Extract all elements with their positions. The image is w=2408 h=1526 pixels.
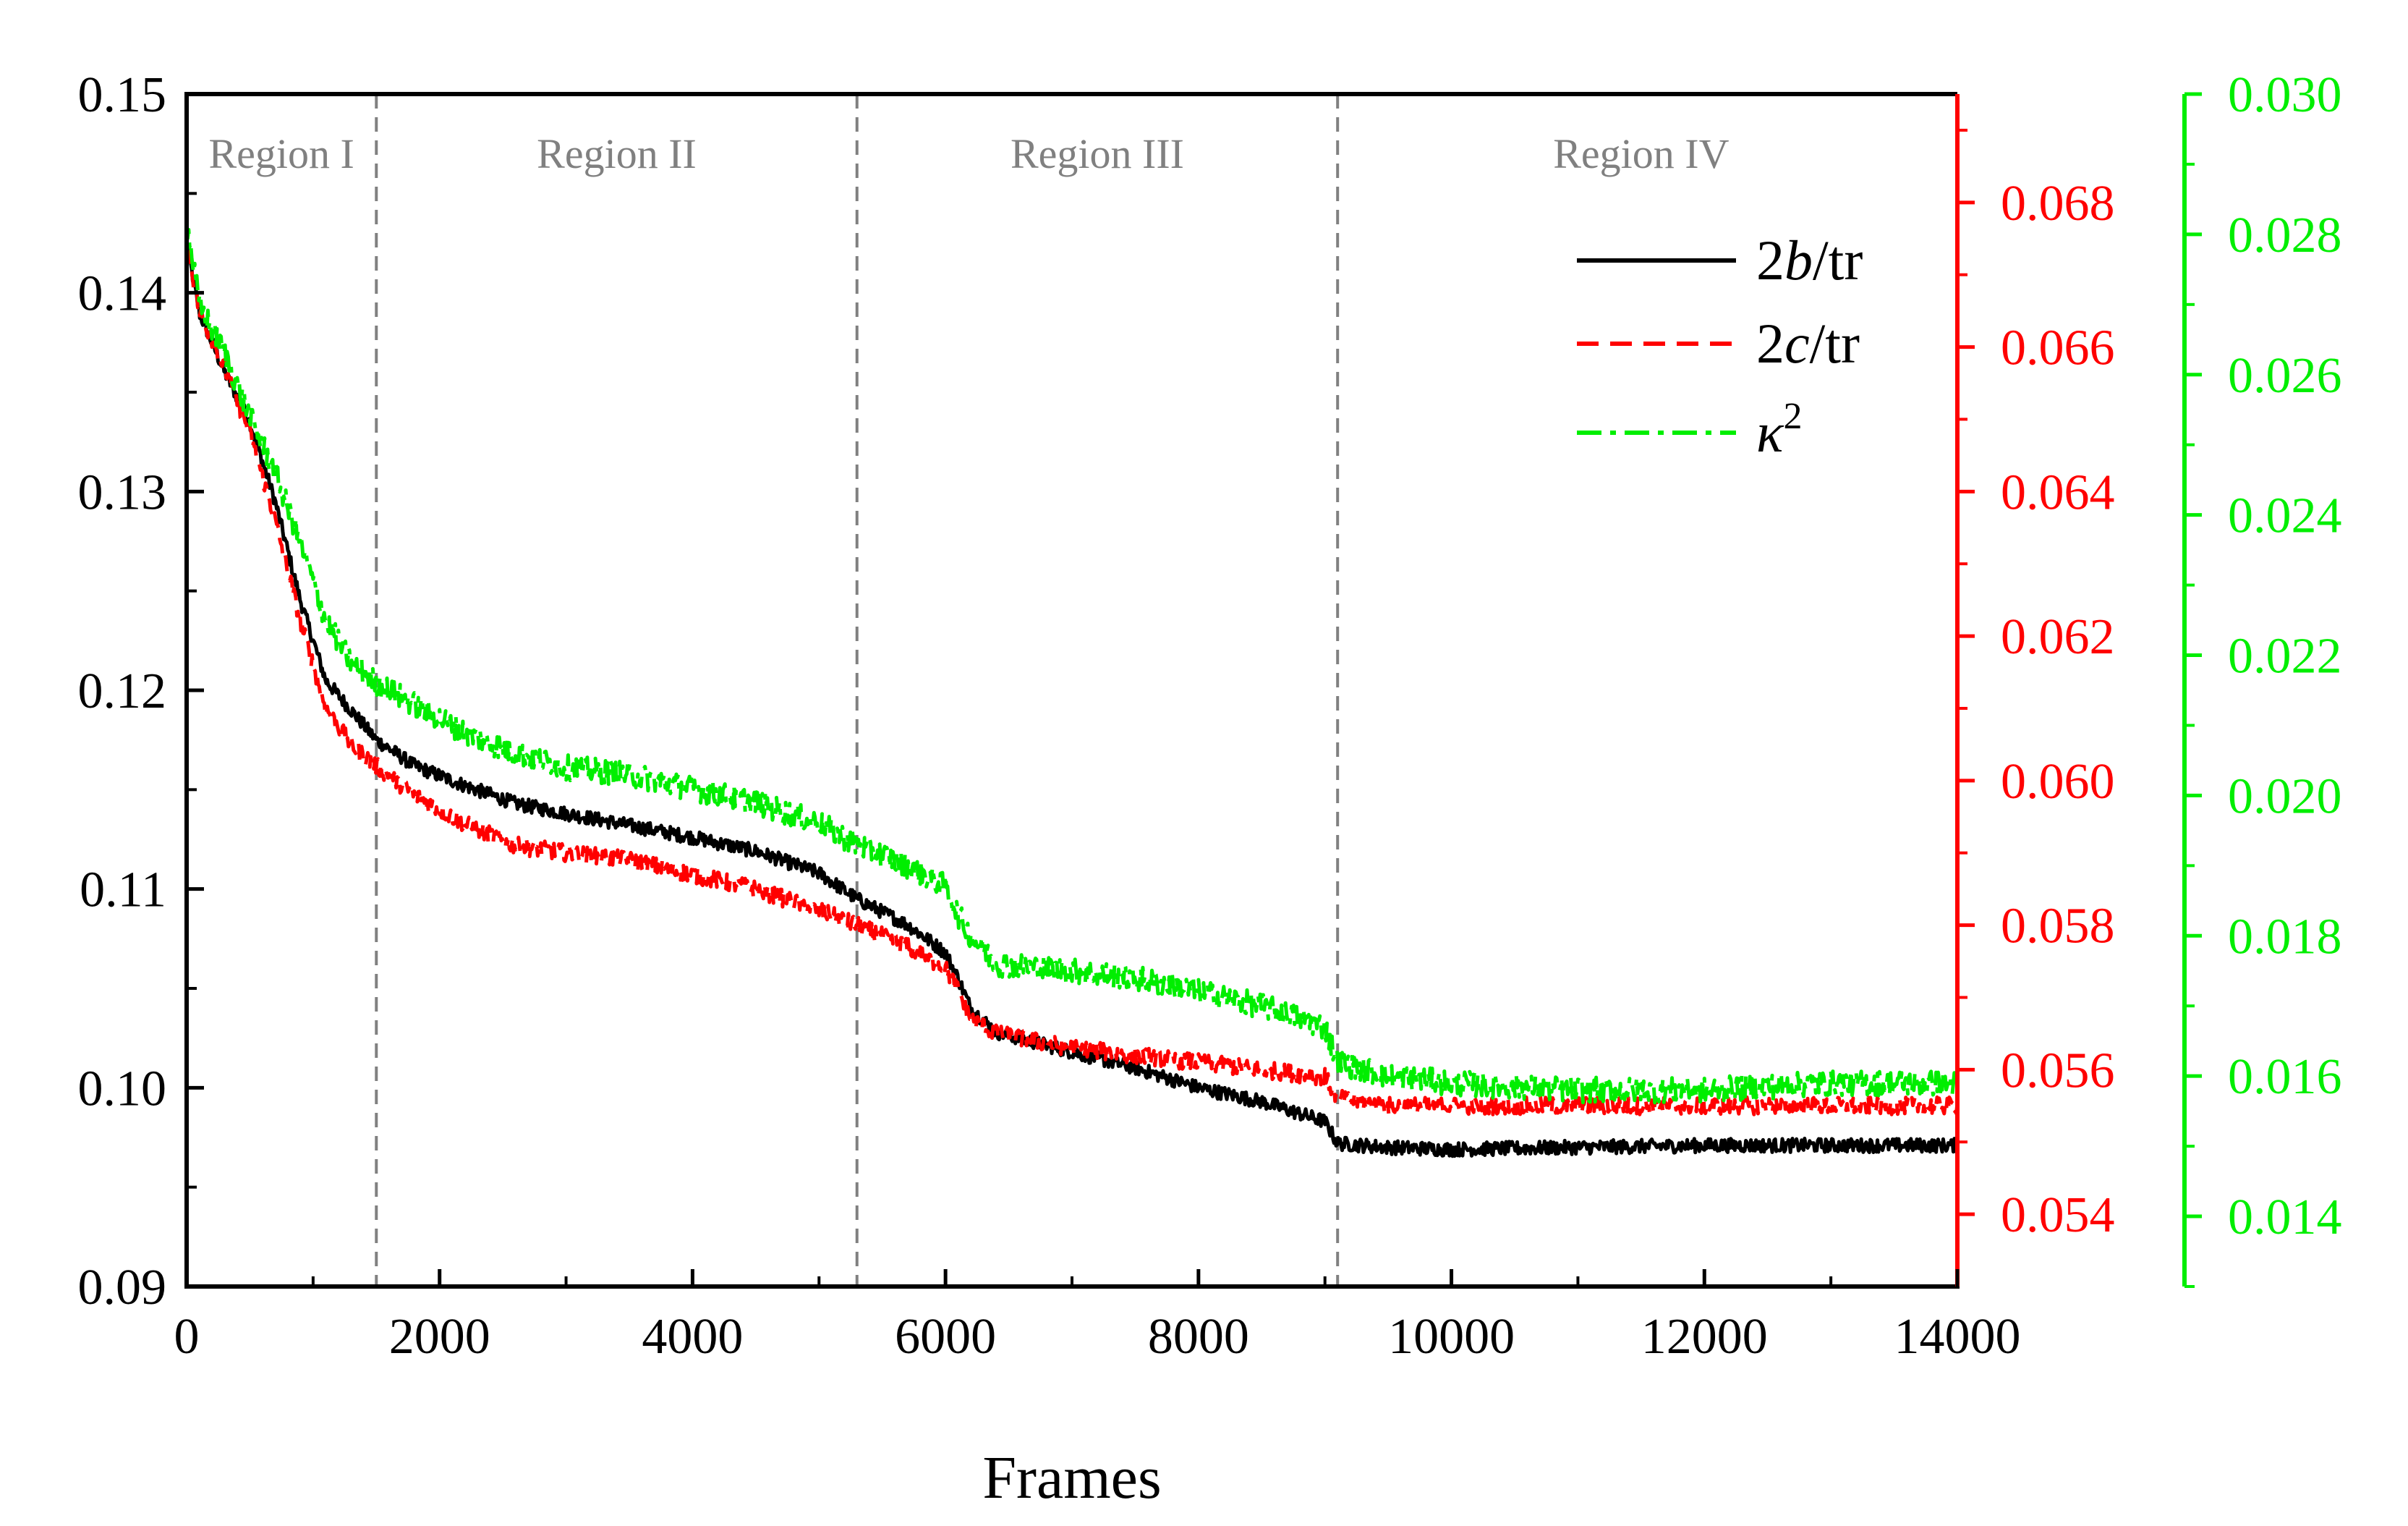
region-label-2: Region II — [537, 130, 697, 177]
red-tick-label-2: 0.058 — [2001, 899, 2115, 954]
left-tick-label-5: 0.14 — [78, 266, 167, 322]
region-label-3: Region III — [1011, 130, 1184, 177]
red-tick-label-4: 0.062 — [2001, 609, 2115, 665]
x-tick-label-1: 2000 — [389, 1309, 490, 1365]
legend: 2b/tr 2c/tr κ2 — [1577, 229, 1863, 464]
left-tick-label-4: 0.13 — [78, 465, 167, 520]
red-tick-label-0: 0.054 — [2001, 1187, 2115, 1243]
legend-label-3: κ2 — [1756, 396, 1802, 464]
left-tick-label-6: 0.15 — [78, 67, 167, 123]
x-tick-label-3: 6000 — [895, 1309, 996, 1365]
green-tick-label-4: 0.022 — [2228, 629, 2342, 684]
x-tick-label-2: 4000 — [642, 1309, 743, 1365]
x-tick-label-5: 10000 — [1388, 1309, 1515, 1365]
region-label-1: Region I — [208, 130, 354, 177]
x-tick-label-7: 14000 — [1894, 1309, 2021, 1365]
green-tick-label-1: 0.016 — [2228, 1049, 2342, 1105]
red-tick-label-3: 0.060 — [2001, 754, 2115, 810]
x-tick-label-0: 0 — [174, 1309, 200, 1365]
green-tick-label-3: 0.020 — [2228, 768, 2342, 824]
red-tick-label-5: 0.064 — [2001, 465, 2115, 520]
series-layer — [184, 228, 1960, 1158]
red-tick-label-1: 0.056 — [2001, 1043, 2115, 1098]
left-tick-label-1: 0.10 — [78, 1061, 167, 1116]
legend-label-2: 2c/tr — [1756, 312, 1860, 375]
red-tick-label-6: 0.066 — [2001, 321, 2115, 376]
left-tick-label-0: 0.09 — [78, 1260, 167, 1315]
x-tick-label-6: 12000 — [1641, 1309, 1768, 1365]
region-boundaries — [375, 94, 1340, 1286]
region-label-4: Region IV — [1553, 130, 1729, 177]
x-axis-title: Frames — [982, 1444, 1161, 1512]
axes-layer: 0.09 0.10 0.11 0.12 0.13 0.14 0.15 0 2000 4000 600… — [78, 67, 2342, 1365]
red-tick-label-7: 0.068 — [2001, 176, 2115, 232]
green-tick-label-0: 0.014 — [2228, 1190, 2342, 1245]
green-tick-label-7: 0.028 — [2228, 208, 2342, 263]
green-tick-label-6: 0.026 — [2228, 348, 2342, 404]
series-line-1 — [184, 240, 1960, 1158]
left-tick-label-2: 0.11 — [80, 862, 166, 918]
series-line-2 — [184, 249, 1960, 1116]
green-tick-label-2: 0.018 — [2228, 909, 2342, 965]
series-line-3 — [184, 228, 1960, 1105]
left-tick-label-3: 0.12 — [78, 664, 167, 719]
region-labels: Region I Region II Region III Region IV — [208, 130, 1729, 177]
green-tick-label-5: 0.024 — [2228, 488, 2342, 544]
legend-label-1: 2b/tr — [1756, 229, 1863, 292]
x-tick-label-4: 8000 — [1148, 1309, 1249, 1365]
green-tick-label-8: 0.030 — [2228, 67, 2342, 123]
